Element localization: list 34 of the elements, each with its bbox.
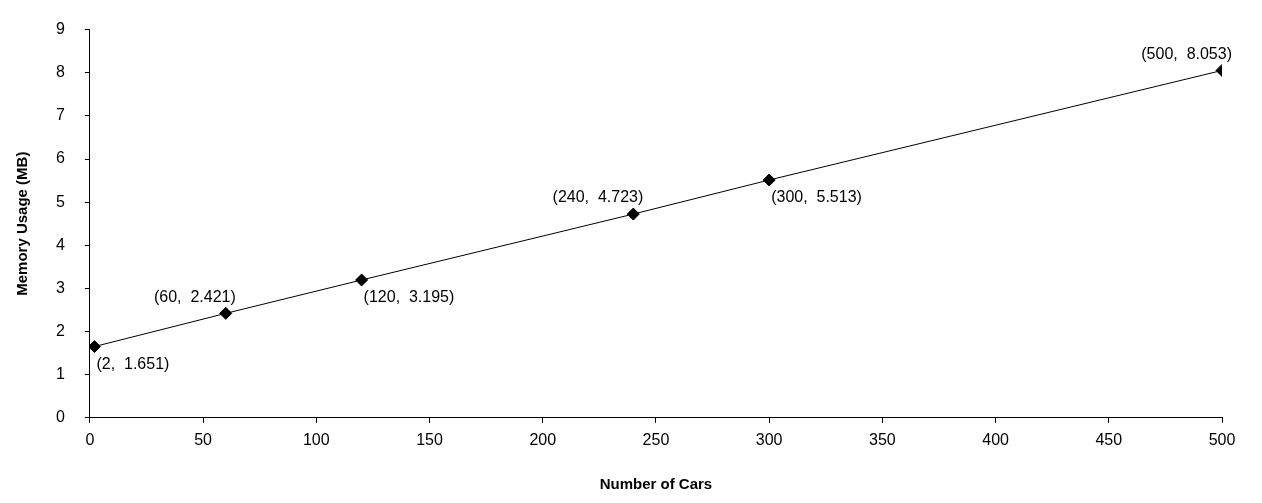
y-tick-label: 1 — [55, 365, 65, 383]
x-tick-label: 350 — [869, 430, 896, 448]
y-axis-title: Memory Usage (MB) — [13, 151, 31, 296]
point — [355, 273, 369, 287]
x-tick-label: 400 — [982, 430, 1010, 448]
point — [626, 207, 640, 221]
x-tick-label: 250 — [642, 430, 670, 448]
data-label: (240, 4.723) — [552, 188, 644, 206]
x-tick-label: 450 — [1095, 430, 1123, 448]
data-label: (2, 1.651) — [96, 354, 170, 372]
y-tick-label: 3 — [55, 278, 65, 296]
y-tick-label: 0 — [55, 408, 65, 426]
point — [89, 340, 101, 354]
y-tick-label: 5 — [55, 192, 65, 210]
x-tick-label: 500 — [1208, 430, 1236, 448]
y-tick-label: 2 — [55, 321, 65, 339]
point — [762, 173, 776, 187]
data-label: (500, 8.053) — [1141, 44, 1232, 62]
x-tick-label: 0 — [85, 430, 95, 448]
y-tick-label: 9 — [55, 20, 65, 38]
y-tick-label: 6 — [55, 149, 65, 167]
x-tick-label: 50 — [194, 430, 213, 448]
x-tick-label: 100 — [302, 430, 330, 448]
x-axis-title: Number of Cars — [599, 475, 713, 493]
data-label: (120, 3.195) — [363, 288, 455, 306]
x-tick-label: 200 — [529, 430, 557, 448]
x-tick-label: 150 — [416, 430, 443, 448]
y-tick-label: 4 — [55, 235, 65, 253]
data-label: (300, 5.513) — [771, 188, 862, 206]
y-tick-label: 7 — [55, 106, 65, 124]
point — [219, 306, 233, 320]
y-tick-label: 8 — [55, 63, 65, 81]
x-tick-label: 300 — [755, 430, 783, 448]
data-label: (60, 2.421) — [153, 287, 236, 305]
